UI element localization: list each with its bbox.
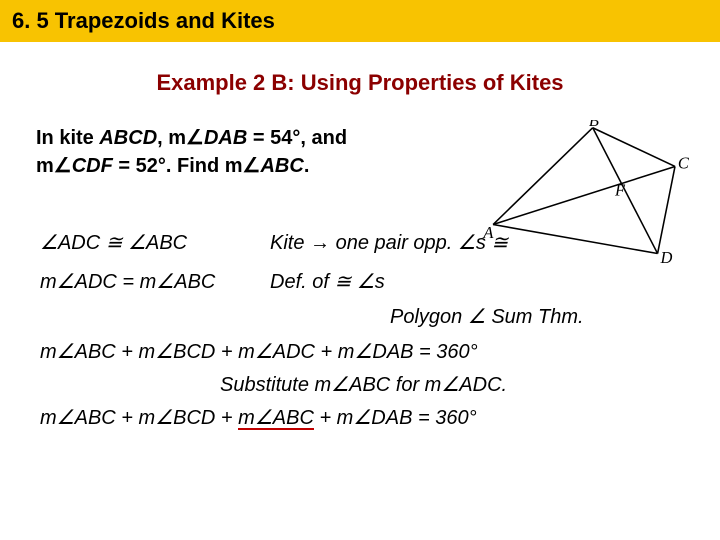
angle-symbol: ∠ [331,374,349,396]
svg-text:C: C [678,153,690,172]
txt: ABC [174,271,215,293]
txt: ADC. [459,374,507,396]
equation-1: m∠ABC + m∠BCD + m∠ADC + m∠DAB = 360° [40,339,692,364]
txt: ADC + m [273,341,355,363]
prob-text: m [36,155,54,177]
section-header: 6. 5 Trapezoids and Kites [0,0,720,42]
kite-name: ABCD [99,127,157,149]
angle-symbol: ∠ [243,155,261,177]
txt: ABC + m [75,341,156,363]
angle-symbol: ∠ [54,155,72,177]
congruent-symbol: ≅ [334,271,351,293]
section-title: 6. 5 Trapezoids and Kites [12,8,275,33]
angle-symbol: ∠ [186,127,204,149]
prob-text: = 52°. Find m [113,155,243,177]
angle-symbol: ∠ [255,407,273,429]
txt: ABC [273,407,314,429]
angle-label: ABC [260,155,303,177]
angle-symbol: ∠ [40,232,58,254]
substitution-note: Substitute m∠ABC for m∠ADC. [220,372,692,397]
step3-reason: Polygon ∠ Sum Thm. [390,304,584,329]
txt: Def. of [270,271,334,293]
angle-symbol: ∠ [354,341,372,363]
angle-symbol: ∠ [357,271,375,293]
txt: m [238,407,255,429]
angle-symbol: ∠ [128,232,146,254]
angle-symbol: ∠ [155,407,173,429]
angle-symbol: ∠ [255,341,273,363]
txt: m [40,271,57,293]
step1-statement: ∠ADC ≅ ∠ABC [40,230,250,255]
txt: ABC + m [75,407,156,429]
prob-text: = 54°, and [247,127,347,149]
angle-symbol: ∠ [353,407,371,429]
problem-statement: In kite ABCD, m∠DAB = 54°, and m∠CDF = 5… [36,124,466,180]
angle-label: DAB [204,127,247,149]
svg-text:D: D [659,248,672,267]
svg-text:F: F [614,180,626,199]
angle-symbol: ∠ [57,271,75,293]
angle-symbol: ∠ [441,374,459,396]
svg-text:B: B [589,120,599,130]
txt: ABC for m [349,374,441,396]
txt: Substitute m [220,374,331,396]
angle-symbol: ∠ [57,341,75,363]
txt: BCD + [173,407,238,429]
txt: DAB = 360° [372,341,477,363]
txt: Kite [270,232,310,254]
prob-text: , m [157,127,186,149]
txt: m [40,341,57,363]
prob-text: In kite [36,127,99,149]
example-title: Example 2 B: Using Properties of Kites [0,70,720,96]
txt: ADC = m [75,271,157,293]
txt: BCD + m [173,341,255,363]
angle-symbol: ∠ [155,341,173,363]
txt: Sum Thm. [486,306,584,328]
txt: ABC [146,232,187,254]
angle-symbol: ∠ [458,232,476,254]
angle-symbol: ∠ [156,271,174,293]
step1-reason: Kite → one pair opp. ∠s ≅ [270,230,508,255]
equation-2: m∠ABC + m∠BCD + m∠ABC + m∠DAB = 360° [40,405,692,430]
txt: ADC [58,232,106,254]
txt: s [375,271,385,293]
angle-label: CDF [72,155,113,177]
proof-step-3: Polygon ∠ Sum Thm. [40,304,692,329]
txt: DAB = 360° [371,407,476,429]
proof-step-2: m∠ADC = m∠ABC Def. of ≅ ∠s [40,269,692,294]
txt: m [40,407,57,429]
substituted-term: m∠ABC [238,408,314,430]
kite-diagram: A B C D F [480,120,690,270]
angle-symbol: ∠ [468,306,486,328]
txt: + m [314,407,353,429]
step2-statement: m∠ADC = m∠ABC [40,269,250,294]
congruent-symbol: ≅ [106,232,123,254]
step2-reason: Def. of ≅ ∠s [270,269,385,294]
angle-symbol: ∠ [57,407,75,429]
txt: Polygon [390,306,468,328]
arrow-symbol: → [310,232,330,254]
txt: one pair opp. [330,232,458,254]
svg-text:A: A [482,223,494,242]
prob-text: . [304,155,310,177]
